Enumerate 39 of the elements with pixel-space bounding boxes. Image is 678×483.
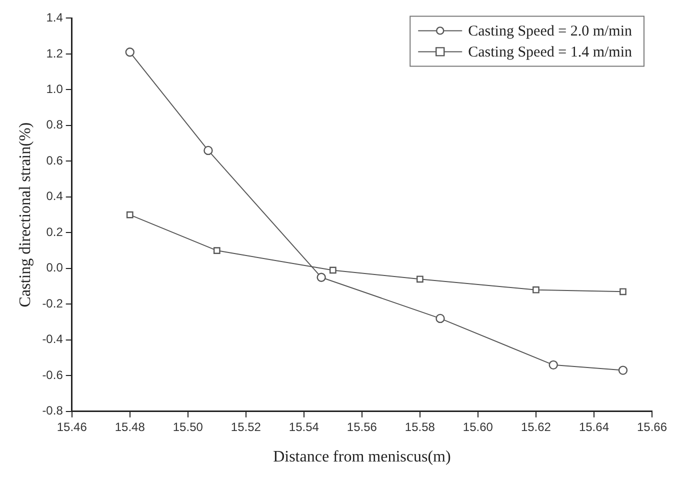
point [204,146,213,156]
y-tick-label: 0.0 [46,260,64,275]
y-tick-label: -0.2 [42,296,64,310]
y-tick-label: 0.2 [46,224,64,239]
legend-label: Casting Speed = 2.0 m/min [468,24,632,40]
x-tick-label: 15.52 [230,420,262,434]
point [620,288,626,296]
x-tick-label: 15.46 [56,420,88,434]
point [125,48,134,57]
point [618,366,628,375]
y-tick-label: 1.0 [46,82,64,96]
legend-label: Casting Speed = 1.4 m/min [468,44,632,61]
point [330,266,336,274]
x-tick-label: 15.58 [404,420,436,434]
y-tick-label: 0.8 [46,118,64,132]
x-tick-label: 15.48 [114,420,146,434]
point [126,211,134,218]
y-tick-label: 0.4 [46,189,64,204]
x-tick-label: 15.66 [636,420,668,434]
x-axis-title: Distance from meniscus(m) [273,448,451,466]
x-tick-label: 15.60 [462,420,494,434]
point [548,360,558,370]
y-tick-label: 0.6 [46,153,64,168]
y-tick-label: -0.8 [42,404,64,418]
y-axis-title: Casting directional strain(%) [16,122,34,308]
point [436,314,445,324]
y-tick-label: -0.4 [42,332,64,346]
point [532,286,540,294]
point [416,276,424,283]
x-tick-label: 15.56 [346,420,378,434]
x-tick-label: 15.54 [288,420,320,434]
x-tick-label: 15.62 [520,420,552,434]
y-tick-label: 1.4 [46,10,64,25]
point [316,272,326,282]
y-tick-label: 1.2 [46,46,64,60]
x-tick-label: 15.50 [172,420,204,434]
y-tick-label: -0.6 [42,368,64,382]
point [213,247,220,254]
x-tick-label: 15.64 [578,420,610,434]
